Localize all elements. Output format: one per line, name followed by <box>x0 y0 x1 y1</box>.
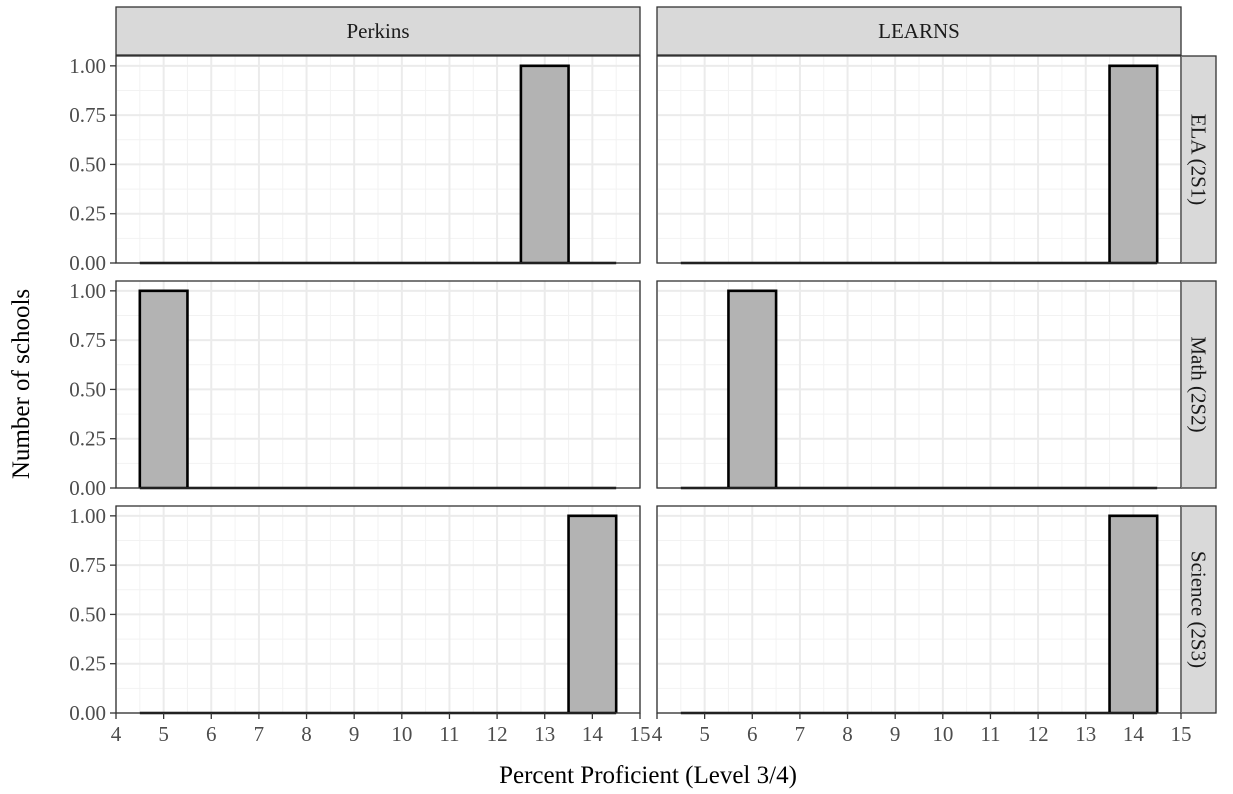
y-tick-label: 0.75 <box>69 328 106 352</box>
y-tick-label: 1.00 <box>69 279 106 303</box>
column-strip-perkins: Perkins <box>115 6 641 56</box>
row-strip-math-2s2: Math (2S2) <box>1180 280 1217 489</box>
x-tick-label: 12 <box>1028 722 1049 746</box>
row-strip-science-2s3: Science (2S3) <box>1180 505 1217 714</box>
histogram-bar <box>728 290 777 488</box>
histogram-bar <box>1109 65 1158 263</box>
column-strip-label: Perkins <box>347 19 410 43</box>
x-tick-label: 13 <box>1075 722 1096 746</box>
histogram-bar <box>1109 515 1158 713</box>
row-strip-box <box>1180 55 1217 264</box>
panel-border <box>656 55 1182 264</box>
histogram-bar-outline <box>1108 514 1159 713</box>
x-tick-label: 10 <box>932 722 953 746</box>
x-tick-label: 4 <box>652 722 663 746</box>
y-tick-label: 0.25 <box>69 427 106 451</box>
y-tick-label: 1.00 <box>69 504 106 528</box>
x-tick-label: 12 <box>487 722 508 746</box>
y-tick-label: 0.50 <box>69 152 106 176</box>
x-tick-label: 7 <box>254 722 265 746</box>
x-tick-label: 6 <box>206 722 217 746</box>
y-axis-title: Number of schools <box>8 289 35 479</box>
panel-border <box>115 55 641 264</box>
column-strip-box <box>115 6 641 56</box>
y-tick-label: 0.25 <box>69 652 106 676</box>
histogram-bar-outline <box>519 64 570 263</box>
x-tick-label: 6 <box>747 722 758 746</box>
panel-learns-science-2s3: 4 5 6 7 8 9 10 11 12 13 14 15 <box>652 505 1192 746</box>
row-strip-label: Science (2S3) <box>1187 551 1211 668</box>
x-tick-label: 14 <box>582 722 604 746</box>
x-tick-label: 4 <box>111 722 122 746</box>
row-strip-box <box>1180 280 1217 489</box>
y-tick-label: 0.50 <box>69 377 106 401</box>
histogram-bar-outline <box>567 514 618 713</box>
x-tick-label: 8 <box>301 722 312 746</box>
row-strip-label: ELA (2S1) <box>1187 114 1211 206</box>
panels-layer: Perkins LEARNS ELA (2S1) Math (2S2) Science … <box>69 6 1217 746</box>
x-tick-label: 9 <box>349 722 360 746</box>
histogram-bar-outline <box>138 289 189 488</box>
x-tick-label: 8 <box>842 722 853 746</box>
y-tick-label: 0.75 <box>69 553 106 577</box>
y-tick-label: 0.00 <box>69 701 106 725</box>
x-tick-label: 5 <box>158 722 169 746</box>
column-strip-label: LEARNS <box>878 19 960 43</box>
x-tick-label: 5 <box>699 722 710 746</box>
histogram-bar-outline <box>1108 64 1159 263</box>
panel-learns-ela-2s1 <box>656 55 1182 265</box>
x-tick-label: 15 <box>630 722 651 746</box>
row-strip-label: Math (2S2) <box>1187 336 1211 432</box>
row-strip-ela-2s1: ELA (2S1) <box>1180 55 1217 264</box>
panel-border <box>115 280 641 489</box>
x-tick-label: 14 <box>1123 722 1145 746</box>
y-tick-label: 0.50 <box>69 602 106 626</box>
y-tick-label: 1.00 <box>69 54 106 78</box>
histogram-bar <box>139 290 188 488</box>
y-tick-label: 0.00 <box>69 476 106 500</box>
histogram-bar-outline <box>727 289 778 488</box>
y-tick-label: 0.75 <box>69 103 106 127</box>
x-axis-title: Percent Proficient (Level 3/4) <box>499 762 797 789</box>
x-tick-label: 13 <box>534 722 555 746</box>
panel-border <box>656 280 1182 489</box>
panel-border <box>115 505 641 714</box>
panel-perkins-math-2s2: 0.00 0.25 0.50 0.75 1.00 <box>69 279 641 500</box>
x-tick-label: 10 <box>391 722 412 746</box>
column-strip-box <box>656 6 1182 56</box>
x-tick-label: 11 <box>980 722 1000 746</box>
column-strip-learns: LEARNS <box>656 6 1182 56</box>
y-tick-label: 0.25 <box>69 202 106 226</box>
panel-border <box>656 505 1182 714</box>
row-strip-box <box>1180 505 1217 714</box>
x-tick-label: 9 <box>890 722 901 746</box>
y-tick-label: 0.00 <box>69 251 106 275</box>
panel-perkins-science-2s3: 0.00 0.25 0.50 0.75 1.00 4 5 6 7 8 9 10 11 12 13 14 15 <box>69 504 650 746</box>
histogram-bar <box>568 515 617 713</box>
histogram-bar <box>520 65 569 263</box>
panel-learns-math-2s2 <box>656 280 1182 490</box>
x-tick-label: 7 <box>795 722 806 746</box>
panel-perkins-ela-2s1: 0.00 0.25 0.50 0.75 1.00 <box>69 54 641 275</box>
x-tick-label: 15 <box>1171 722 1192 746</box>
x-tick-label: 11 <box>439 722 459 746</box>
